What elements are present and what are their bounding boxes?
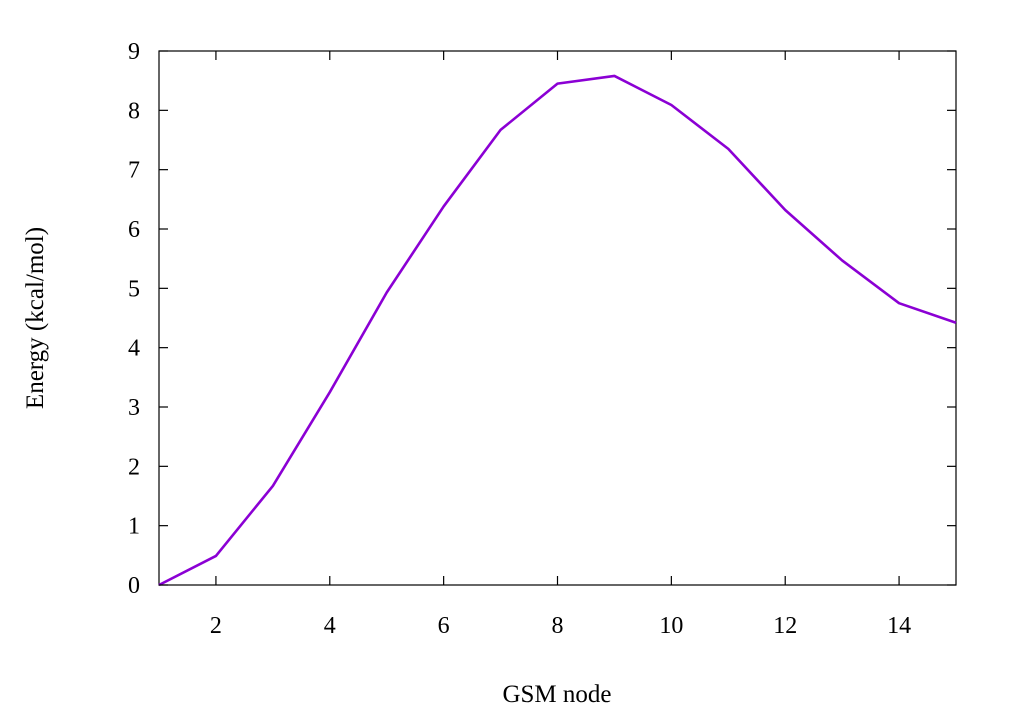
y-tick-label: 7 [128,158,140,184]
x-tick-label: 2 [210,613,222,639]
y-tick-label: 5 [128,276,140,302]
y-axis-title: Energy (kcal/mol) [22,227,49,409]
x-tick-label: 14 [887,613,911,639]
x-tick-label: 4 [324,613,336,639]
y-tick-label: 6 [128,217,140,243]
plot-area [158,50,957,587]
series-line-0 [158,74,957,587]
y-tick-label: 9 [128,39,140,65]
y-tick-label: 3 [128,395,140,421]
x-tick-label: 12 [773,613,797,639]
x-axis-title: GSM node [502,681,611,708]
y-tick-label: 1 [128,514,140,540]
x-tick-label: 10 [659,613,683,639]
x-axis-ticks: 2 4 6 8 10 12 14 [210,51,911,639]
y-tick-label: 2 [128,454,140,480]
y-axis-ticks: 0 1 2 3 4 5 6 7 8 9 [128,39,956,599]
y-tick-label: 4 [128,336,140,362]
y-tick-label: 0 [128,573,140,599]
plot-frame [158,50,957,586]
x-tick-label: 8 [552,613,564,639]
x-tick-label: 6 [438,613,450,639]
y-tick-label: 8 [128,98,140,124]
